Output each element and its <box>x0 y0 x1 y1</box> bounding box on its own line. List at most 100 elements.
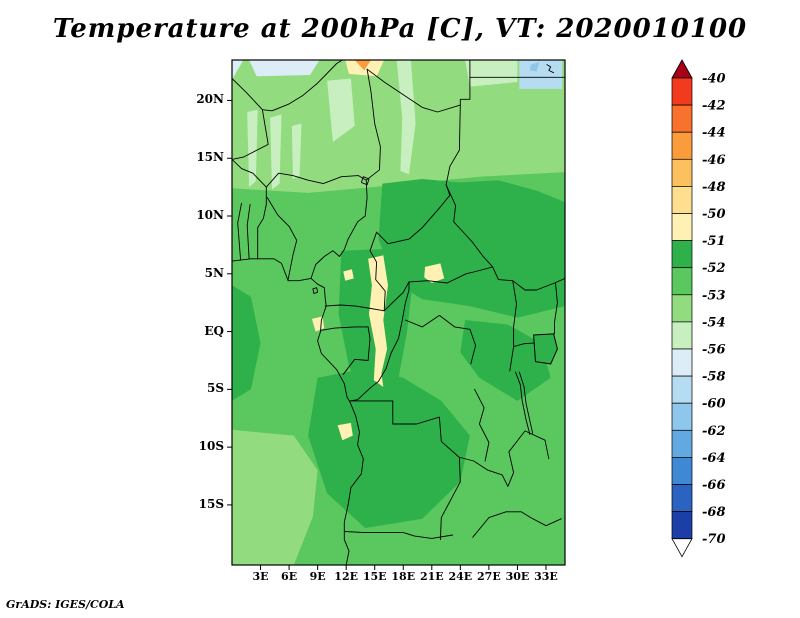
y-tick-label: 15S <box>198 496 224 511</box>
colorbar-label: -68 <box>702 505 726 520</box>
colorbar-segment <box>671 348 693 377</box>
colorbar-segment <box>671 158 693 187</box>
map-patch-blue-dot <box>529 62 540 72</box>
map-svg <box>227 59 566 570</box>
colorbar-segment <box>671 375 693 404</box>
border-congo-river <box>349 281 410 402</box>
colorbar-label: -54 <box>702 315 726 330</box>
x-tick-label: 18E <box>391 570 416 583</box>
x-tick-label: 27E <box>477 570 501 583</box>
y-tick-label: 20N <box>196 92 224 107</box>
border-niger-river <box>266 197 298 281</box>
map-patch-north-band <box>232 60 565 193</box>
border-cameroon-car <box>369 231 386 312</box>
x-tick-label: 33E <box>534 570 558 583</box>
border-cameroon-south <box>324 304 385 312</box>
y-tick-label: 10N <box>196 208 224 222</box>
y-tick-label: 15N <box>196 150 224 165</box>
border-coast-west-africa <box>232 258 364 565</box>
colorbar-segment <box>671 240 693 269</box>
map-patch-yellow-west-small <box>343 269 354 281</box>
map-patch-yellow-sw <box>337 422 353 441</box>
colorbar-segment <box>671 321 693 350</box>
map-patch-yellow-ne <box>424 263 445 283</box>
map-patch-pale-ne <box>465 60 518 87</box>
colorbar-segment <box>671 131 693 160</box>
map-patch-dark-west-coast <box>232 285 261 401</box>
border-uganda-border <box>513 342 535 348</box>
colorbar-segment <box>671 484 693 512</box>
colorbar-segment <box>671 402 693 431</box>
colorbar-bottom-arrow <box>671 538 693 558</box>
border-angola-namibia <box>343 531 454 539</box>
border-car-drc <box>408 266 494 284</box>
border-congo-river-inner <box>404 314 477 365</box>
colorbar-segment <box>671 457 693 485</box>
colorbar-label: -64 <box>702 451 726 466</box>
border-car-congo <box>383 281 410 312</box>
y-tick-label: 10S <box>198 439 224 454</box>
border-nigeria-cameroon <box>310 179 368 279</box>
map-layers <box>232 60 565 565</box>
y-tick-label: 5N <box>204 265 224 280</box>
colorbar-segment <box>671 77 693 106</box>
border-algeria-libya-niger <box>232 60 343 112</box>
x-tick-label: 9E <box>309 570 326 583</box>
map-patch-pale-patch-nw <box>327 78 355 142</box>
border-benin-nigeria <box>257 186 267 260</box>
map-patch-dark-east <box>460 320 551 401</box>
colorbar-label: -70 <box>702 532 726 547</box>
colorbar-label: -51 <box>702 234 726 249</box>
colorbar-segment <box>671 267 693 296</box>
colorbar-label: -56 <box>702 343 726 358</box>
colorbar-label: -62 <box>702 424 726 439</box>
border-angola-zambia <box>439 481 461 541</box>
border-togo-line <box>237 202 242 261</box>
border-drc-east <box>509 280 517 372</box>
x-tick-label: 12E <box>334 570 358 583</box>
x-tick-label: 15E <box>362 570 387 583</box>
map-patch-blue-top-strip <box>249 60 320 77</box>
border-gabon-congo-n <box>320 326 369 331</box>
border-zambia-drc <box>459 430 550 487</box>
border-drc-angola <box>349 400 461 483</box>
x-tick-label: 3E <box>252 570 269 583</box>
border-topright-squiggle <box>546 64 555 74</box>
colorbar-segment <box>671 511 693 540</box>
colorbar-label: -52 <box>702 261 726 276</box>
y-tick-label: EQ <box>204 323 224 338</box>
map-patch-pale-streak-chad <box>396 60 416 175</box>
colorbar-segment <box>671 213 693 241</box>
border-zambezi-borders <box>472 511 562 538</box>
colorbar-label: -60 <box>702 397 726 412</box>
colorbar: -40 -42 -44 -46 -48 -50 -51 -52 -53 -54 -56 -58 -60 -… <box>668 58 793 583</box>
border-burkina-niger <box>232 158 267 188</box>
plot-title: Temperature at 200hPa [C], VT: 202001010… <box>52 14 748 44</box>
x-tick-label: 21E <box>419 570 444 583</box>
border-chad-libya <box>366 68 461 113</box>
border-tanganyika-east <box>518 371 534 434</box>
colorbar-label: -48 <box>702 180 726 195</box>
border-niger-nigeria <box>265 172 367 188</box>
x-tick-label: 6E <box>281 570 298 583</box>
map-patch-southwest <box>232 429 318 565</box>
border-kasai-river <box>474 388 490 462</box>
colorbar-label: -53 <box>702 288 726 303</box>
map-patch-dark-south <box>308 368 470 528</box>
colorbar-segment <box>671 294 693 323</box>
colorbar-svg: -40 -42 -44 -46 -48 -50 -51 -52 -53 -54 -56 -58 -60 -… <box>671 59 726 558</box>
border-sudan-west <box>445 104 565 291</box>
border-tanganyika-west <box>515 371 531 435</box>
footer-credit: GrADS: IGES/COLA <box>6 598 125 611</box>
x-tick-label: 24E <box>448 570 473 583</box>
border-chad-car <box>376 184 451 245</box>
x-tick-label: 30E <box>505 570 530 583</box>
map-patch-pale-streak-1 <box>247 109 258 188</box>
colorbar-label: -66 <box>702 478 726 493</box>
map-patch-lake-victoria <box>533 333 558 365</box>
colorbar-label: -58 <box>702 370 726 385</box>
colorbar-top-arrow <box>671 59 693 79</box>
colorbar-segment <box>671 429 693 458</box>
colorbar-label: -42 <box>702 99 726 114</box>
colorbar-label: -50 <box>702 207 726 222</box>
